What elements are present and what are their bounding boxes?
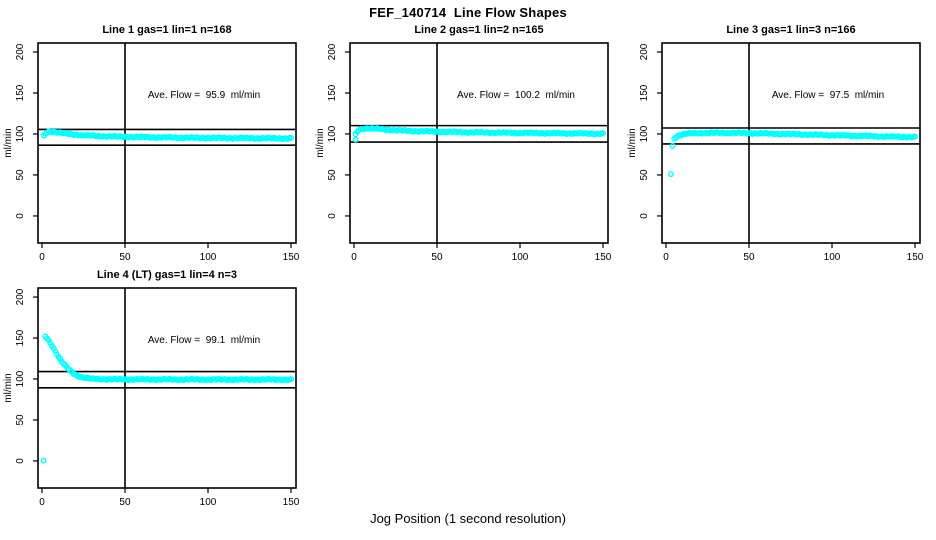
- y-axis-title: ml/min: [315, 128, 326, 157]
- x-tick-label: 100: [512, 252, 529, 263]
- axis-ticks: [33, 296, 292, 493]
- x-tick-label: 0: [39, 497, 45, 508]
- plot-box: [37, 42, 297, 244]
- x-tick-label: 150: [907, 252, 924, 263]
- plot-box: [661, 42, 921, 244]
- panel-title: Line 2 gas=1 lin=2 n=165: [414, 24, 543, 36]
- x-axis-label: Jog Position (1 second resolution): [370, 511, 566, 526]
- x-tick-label: 100: [200, 252, 217, 263]
- ave-flow-annotation: Ave. Flow = 95.9 ml/min: [148, 90, 260, 101]
- x-tick-label: 150: [595, 252, 612, 263]
- x-tick-label: 0: [39, 252, 45, 263]
- panel-title: Line 3 gas=1 lin=3 n=166: [726, 24, 855, 36]
- axis-ticks: [33, 51, 292, 248]
- axis-ticks: [345, 51, 604, 248]
- tick-labels: 0 50 100 150 0 50 100 150 200: [15, 43, 300, 263]
- x-tick-label: 50: [743, 252, 755, 263]
- flow-panel-3: 0 50 100 150 0 50 100 150 200 ml/min Line 3 gas=1 …: [627, 24, 924, 263]
- ave-flow-annotation: Ave. Flow = 99.1 ml/min: [148, 335, 260, 346]
- y-tick-label: 150: [327, 84, 338, 101]
- figure-title: FEF_140714 Line Flow Shapes: [369, 5, 567, 20]
- x-tick-label: 50: [119, 497, 131, 508]
- y-tick-label: 0: [639, 213, 650, 219]
- plot-box: [349, 42, 609, 244]
- reference-lines: [38, 43, 296, 243]
- outlier-point: [40, 457, 47, 464]
- y-tick-label: 200: [15, 43, 26, 60]
- axis-ticks: [657, 51, 916, 248]
- x-tick-label: 0: [351, 252, 357, 263]
- y-axis-title: ml/min: [627, 128, 638, 157]
- tick-labels: 0 50 100 150 0 50 100 150 200: [327, 43, 612, 263]
- flow-panel-2: 0 50 100 150 0 50 100 150 200 ml/min Line 2 gas=1 …: [315, 24, 612, 263]
- y-tick-label: 100: [15, 370, 26, 387]
- y-tick-label: 50: [327, 169, 338, 181]
- x-tick-label: 100: [200, 497, 217, 508]
- x-tick-label: 100: [824, 252, 841, 263]
- x-tick-label: 150: [283, 497, 300, 508]
- flow-panel-4: 0 50 100 150 0 50 100 150 200 ml/min Line 4 (LT) g…: [3, 269, 300, 508]
- data-points: [40, 128, 295, 142]
- y-tick-label: 50: [639, 169, 650, 181]
- reference-lines: [38, 288, 296, 488]
- plot-box: [37, 287, 297, 489]
- y-tick-label: 100: [327, 125, 338, 142]
- reference-lines: [350, 43, 608, 243]
- reference-lines: [662, 43, 920, 243]
- flow-panel-1: 0 50 100 150 0 50 100 150 200 ml/min Line 1 gas=1 …: [3, 24, 300, 263]
- outlier-point: [669, 142, 676, 149]
- y-tick-label: 200: [639, 43, 650, 60]
- panel-title: Line 4 (LT) gas=1 lin=4 n=3: [97, 269, 237, 281]
- ave-flow-annotation: Ave. Flow = 97.5 ml/min: [772, 90, 884, 101]
- data-points: [667, 129, 919, 178]
- y-axis-title: ml/min: [3, 373, 14, 402]
- y-tick-label: 200: [327, 43, 338, 60]
- x-tick-label: 50: [119, 252, 131, 263]
- y-tick-label: 0: [15, 213, 26, 219]
- tick-labels: 0 50 100 150 0 50 100 150 200: [15, 288, 300, 508]
- data-points: [352, 125, 607, 143]
- tick-labels: 0 50 100 150 0 50 100 150 200: [639, 43, 924, 263]
- outlier-point: [352, 136, 359, 143]
- y-tick-label: 150: [15, 84, 26, 101]
- y-tick-label: 150: [639, 84, 650, 101]
- x-tick-label: 50: [431, 252, 443, 263]
- x-tick-label: 0: [663, 252, 669, 263]
- y-tick-label: 50: [15, 169, 26, 181]
- y-tick-label: 50: [15, 414, 26, 426]
- ave-flow-annotation: Ave. Flow = 100.2 ml/min: [457, 90, 575, 101]
- data-points: [40, 333, 295, 464]
- x-tick-label: 150: [283, 252, 300, 263]
- y-tick-label: 0: [15, 458, 26, 464]
- y-tick-label: 100: [15, 125, 26, 142]
- y-tick-label: 100: [639, 125, 650, 142]
- y-tick-label: 200: [15, 288, 26, 305]
- y-tick-label: 150: [15, 329, 26, 346]
- y-axis-title: ml/min: [3, 128, 14, 157]
- y-tick-label: 0: [327, 213, 338, 219]
- panel-title: Line 1 gas=1 lin=1 n=168: [102, 24, 231, 36]
- outlier-point: [667, 171, 674, 178]
